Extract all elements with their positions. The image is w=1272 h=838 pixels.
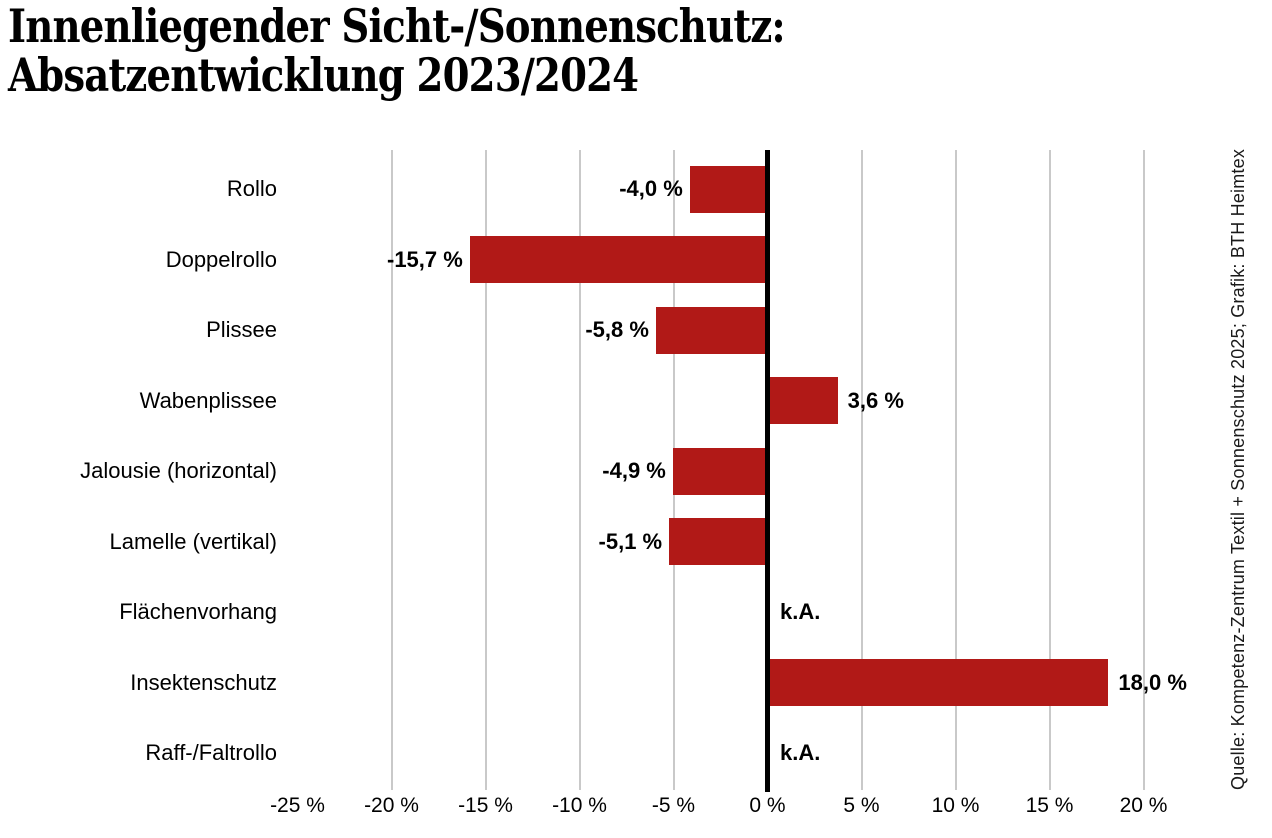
bar — [770, 377, 838, 424]
category-label: Jalousie (horizontal) — [80, 458, 277, 483]
gridline-5pct — [860, 150, 863, 790]
gridline-10pct — [954, 150, 957, 790]
category-label: Wabenplissee — [139, 387, 277, 413]
x-axis-tick-label: -20 % — [364, 794, 419, 817]
gridline--10pct — [578, 150, 581, 790]
category-label: Insektenschutz — [130, 669, 277, 695]
source-credit-note: Quelle: Kompetenz-Zentrum Textil + Sonne… — [1228, 148, 1248, 790]
bar — [672, 447, 765, 495]
chart-title-line1: Innenliegender Sicht-/Sonnenschutz: — [8, 0, 786, 53]
bar — [770, 659, 1109, 706]
category-label: Lamelle (vertikal) — [109, 528, 278, 554]
x-axis-tick-label: -25 % — [270, 794, 325, 817]
value-label: 18,0 % — [1118, 669, 1187, 695]
value-label: -15,7 % — [387, 246, 463, 272]
bar — [469, 236, 765, 283]
value-label: -4,9 % — [602, 458, 666, 483]
category-label: Plissee — [206, 317, 277, 342]
zero-axis-line — [765, 150, 770, 792]
x-axis-tick-label: -5 % — [651, 794, 696, 817]
gridline-15pct — [1048, 150, 1051, 790]
x-axis-tick-label: 0 % — [749, 794, 786, 817]
value-label-no-data: k.A. — [780, 599, 821, 624]
gridline--15pct — [484, 150, 487, 790]
gridline-20pct — [1142, 150, 1145, 790]
bar — [655, 306, 765, 354]
chart-title: Innenliegender Sicht-/Sonnenschutz: Absa… — [8, 0, 786, 102]
category-label: Flächenvorhang — [119, 599, 277, 624]
x-axis-tick-label: 5 % — [843, 794, 880, 817]
x-axis-tick-label: -15 % — [458, 794, 513, 817]
x-axis-tick-label: 10 % — [931, 794, 980, 817]
value-label: -4,0 % — [619, 176, 683, 201]
value-label: -5,1 % — [598, 528, 663, 554]
value-label: 3,6 % — [847, 387, 904, 413]
value-label-no-data: k.A. — [780, 740, 821, 765]
x-axis-tick-label: 20 % — [1119, 794, 1168, 817]
bar — [669, 518, 765, 565]
x-axis-tick-label: 15 % — [1025, 794, 1074, 817]
x-axis-tick-label: -10 % — [552, 794, 607, 817]
bar — [689, 165, 765, 213]
chart-title-line2: Absatzentwicklung 2023/2024 — [8, 48, 639, 102]
category-label: Raff-/Faltrollo — [145, 740, 277, 765]
category-label: Rollo — [226, 176, 277, 201]
gridline--20pct — [390, 150, 393, 790]
category-label: Doppelrollo — [165, 246, 277, 272]
value-label: -5,8 % — [585, 317, 649, 342]
